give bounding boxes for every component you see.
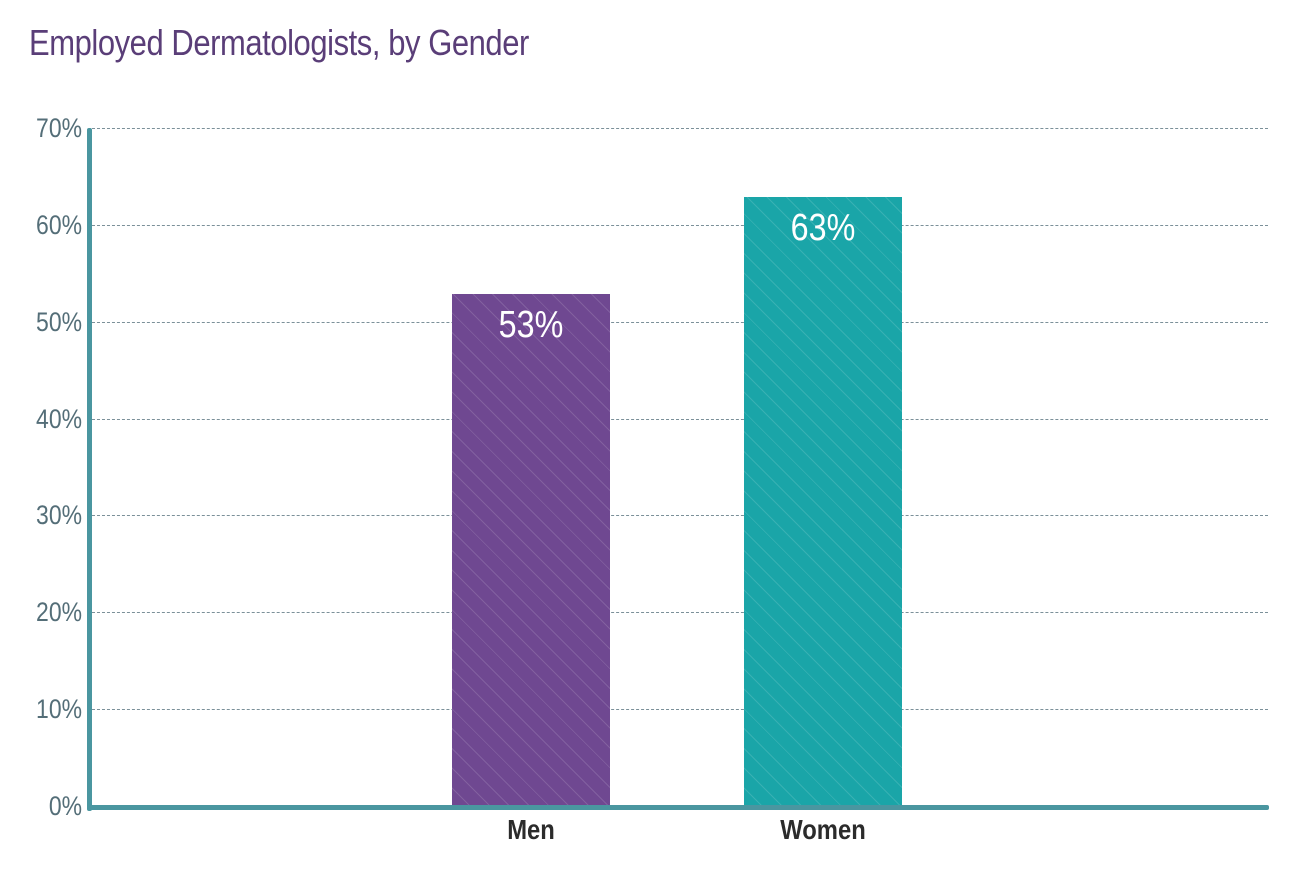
chart-title: Employed Dermatologists, by Gender <box>29 22 529 63</box>
gridline-20 <box>92 612 1268 614</box>
bar-women: 63% <box>744 196 902 807</box>
gridline-60 <box>92 224 1268 226</box>
gridline-30 <box>92 515 1268 517</box>
x-category-label: Men <box>507 814 555 845</box>
bar-men: 53% <box>452 293 610 807</box>
y-axis-line <box>87 128 92 811</box>
gridline-40 <box>92 418 1268 420</box>
y-tick-label: 30% <box>36 500 82 531</box>
x-axis-line <box>87 805 1269 810</box>
gridline-50 <box>92 321 1268 323</box>
gridline-10 <box>92 709 1268 711</box>
gridline-70 <box>92 128 1268 129</box>
y-tick-label: 10% <box>36 694 82 725</box>
x-category-label: Women <box>780 814 866 845</box>
y-tick-label: 50% <box>36 306 82 337</box>
y-tick-label: 60% <box>36 209 82 240</box>
y-tick-label: 20% <box>36 597 82 628</box>
bar-value-label: 63% <box>790 206 856 249</box>
y-tick-label: 0% <box>48 791 82 821</box>
y-tick-label: 40% <box>36 403 82 434</box>
bar-value-label: 53% <box>498 303 564 346</box>
y-tick-label: 70% <box>36 113 82 143</box>
